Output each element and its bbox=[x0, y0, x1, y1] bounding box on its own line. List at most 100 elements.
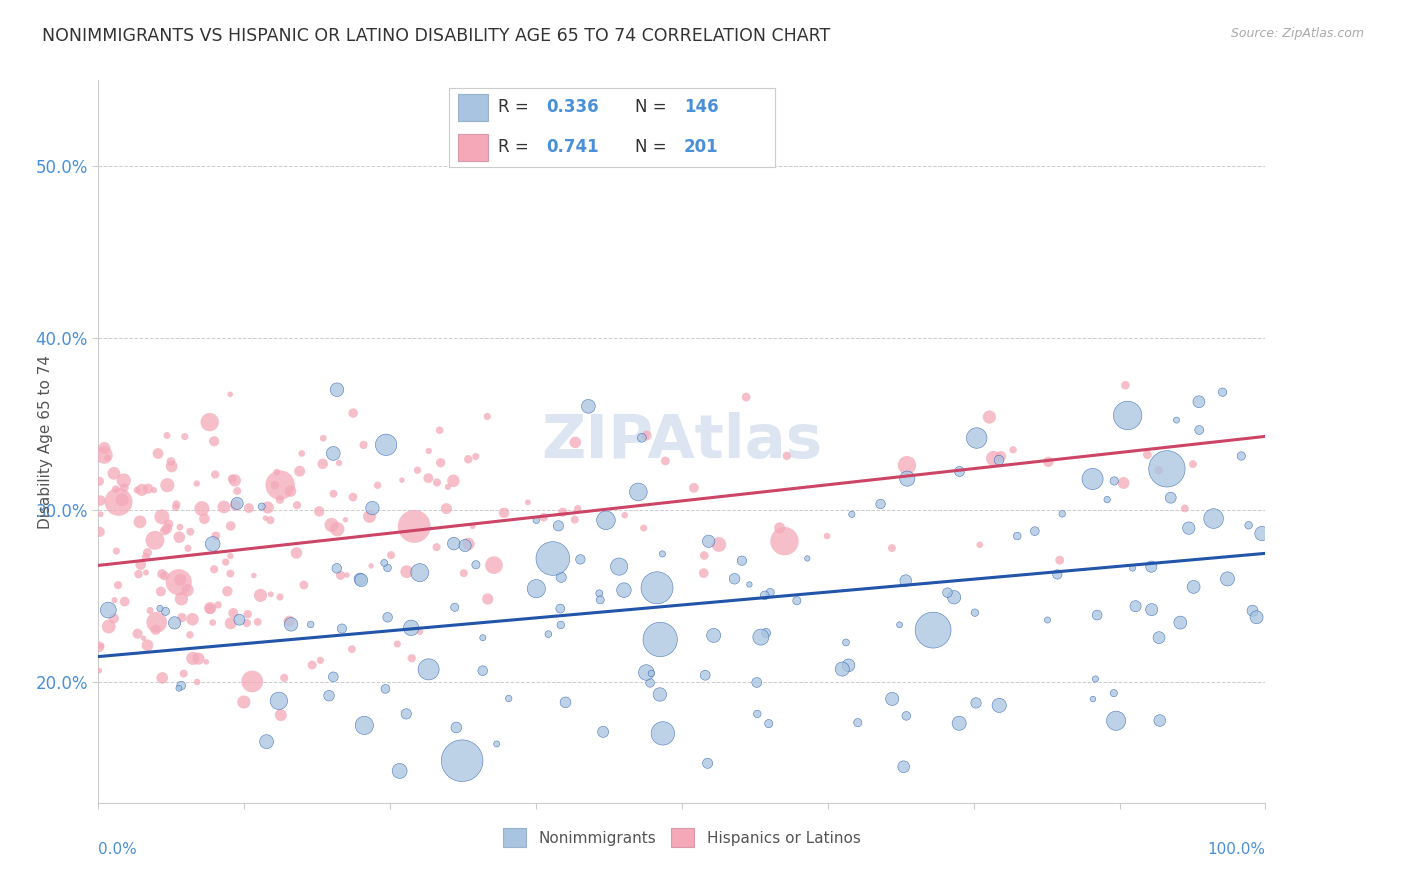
Point bbox=[238, 501, 260, 516]
Point bbox=[437, 480, 460, 494]
Point bbox=[477, 592, 499, 607]
Point bbox=[149, 584, 172, 599]
Point bbox=[132, 631, 155, 645]
Point bbox=[136, 482, 159, 496]
Point bbox=[1202, 511, 1225, 525]
Point bbox=[186, 476, 208, 491]
Point bbox=[922, 623, 945, 637]
Point bbox=[93, 441, 115, 455]
Point bbox=[169, 573, 191, 587]
Point bbox=[153, 569, 176, 583]
Point bbox=[156, 428, 179, 442]
Point bbox=[882, 692, 904, 706]
Point bbox=[564, 513, 586, 527]
Point bbox=[89, 493, 111, 508]
Point bbox=[219, 549, 242, 563]
Point bbox=[613, 583, 636, 598]
Point bbox=[1102, 686, 1125, 700]
Point bbox=[1174, 501, 1197, 516]
Point bbox=[156, 478, 179, 492]
Point bbox=[613, 508, 636, 523]
Point bbox=[1121, 561, 1143, 575]
Point bbox=[353, 438, 375, 452]
Point bbox=[224, 474, 246, 488]
Point bbox=[204, 467, 226, 482]
Point bbox=[201, 615, 224, 630]
Point bbox=[170, 591, 193, 606]
Point bbox=[651, 726, 673, 740]
Point bbox=[155, 604, 177, 618]
Point bbox=[202, 562, 225, 576]
Point bbox=[1102, 474, 1125, 488]
Point bbox=[1168, 615, 1191, 630]
Point bbox=[96, 450, 118, 465]
Point bbox=[143, 533, 166, 548]
Point bbox=[453, 847, 475, 862]
Point bbox=[434, 501, 457, 516]
Point bbox=[896, 458, 918, 472]
Point bbox=[387, 637, 409, 651]
Point bbox=[547, 519, 569, 533]
Point bbox=[979, 410, 1001, 425]
Point bbox=[181, 651, 204, 665]
Point bbox=[249, 588, 271, 602]
Point bbox=[745, 675, 768, 690]
Point bbox=[360, 558, 382, 573]
Point bbox=[1081, 692, 1104, 706]
Point bbox=[749, 630, 772, 644]
Point bbox=[114, 594, 136, 608]
Point bbox=[135, 566, 157, 580]
Point bbox=[395, 565, 418, 579]
Point bbox=[215, 555, 238, 569]
Point bbox=[1160, 491, 1182, 505]
Point bbox=[537, 627, 560, 641]
Point bbox=[569, 552, 592, 566]
Point bbox=[93, 448, 115, 462]
Point bbox=[1156, 462, 1178, 476]
Point bbox=[404, 519, 426, 533]
Point bbox=[426, 475, 449, 490]
Point bbox=[160, 454, 183, 468]
Point bbox=[380, 548, 402, 562]
Point bbox=[301, 658, 323, 673]
Point bbox=[136, 546, 159, 560]
Point bbox=[269, 478, 291, 492]
Point bbox=[696, 756, 718, 771]
Point bbox=[429, 423, 451, 437]
Point bbox=[193, 512, 215, 526]
Point bbox=[747, 706, 769, 721]
Point bbox=[648, 688, 671, 702]
Point bbox=[1188, 423, 1211, 437]
Point bbox=[796, 551, 818, 566]
Point bbox=[841, 508, 863, 522]
Point bbox=[87, 640, 110, 654]
Point bbox=[90, 508, 112, 522]
Point bbox=[170, 679, 193, 693]
Point bbox=[191, 501, 214, 516]
Point bbox=[1085, 608, 1108, 623]
Point bbox=[165, 500, 187, 515]
Point bbox=[256, 500, 278, 515]
Point bbox=[167, 575, 190, 590]
Point bbox=[217, 584, 239, 599]
Point bbox=[1140, 602, 1163, 616]
Point bbox=[318, 689, 340, 703]
Point bbox=[592, 724, 614, 739]
Point bbox=[97, 603, 120, 617]
Point bbox=[446, 721, 468, 735]
Point bbox=[350, 573, 373, 587]
Point bbox=[150, 509, 173, 524]
Point bbox=[329, 568, 352, 582]
Point bbox=[129, 515, 152, 529]
Point bbox=[243, 568, 266, 582]
Point bbox=[754, 588, 776, 602]
Point bbox=[524, 513, 547, 527]
Point bbox=[896, 472, 918, 486]
Point bbox=[406, 463, 429, 477]
Point bbox=[576, 400, 599, 414]
Point bbox=[157, 517, 180, 532]
Point bbox=[703, 628, 725, 642]
Point bbox=[965, 696, 987, 710]
Point bbox=[1241, 604, 1264, 618]
Point bbox=[260, 587, 283, 601]
